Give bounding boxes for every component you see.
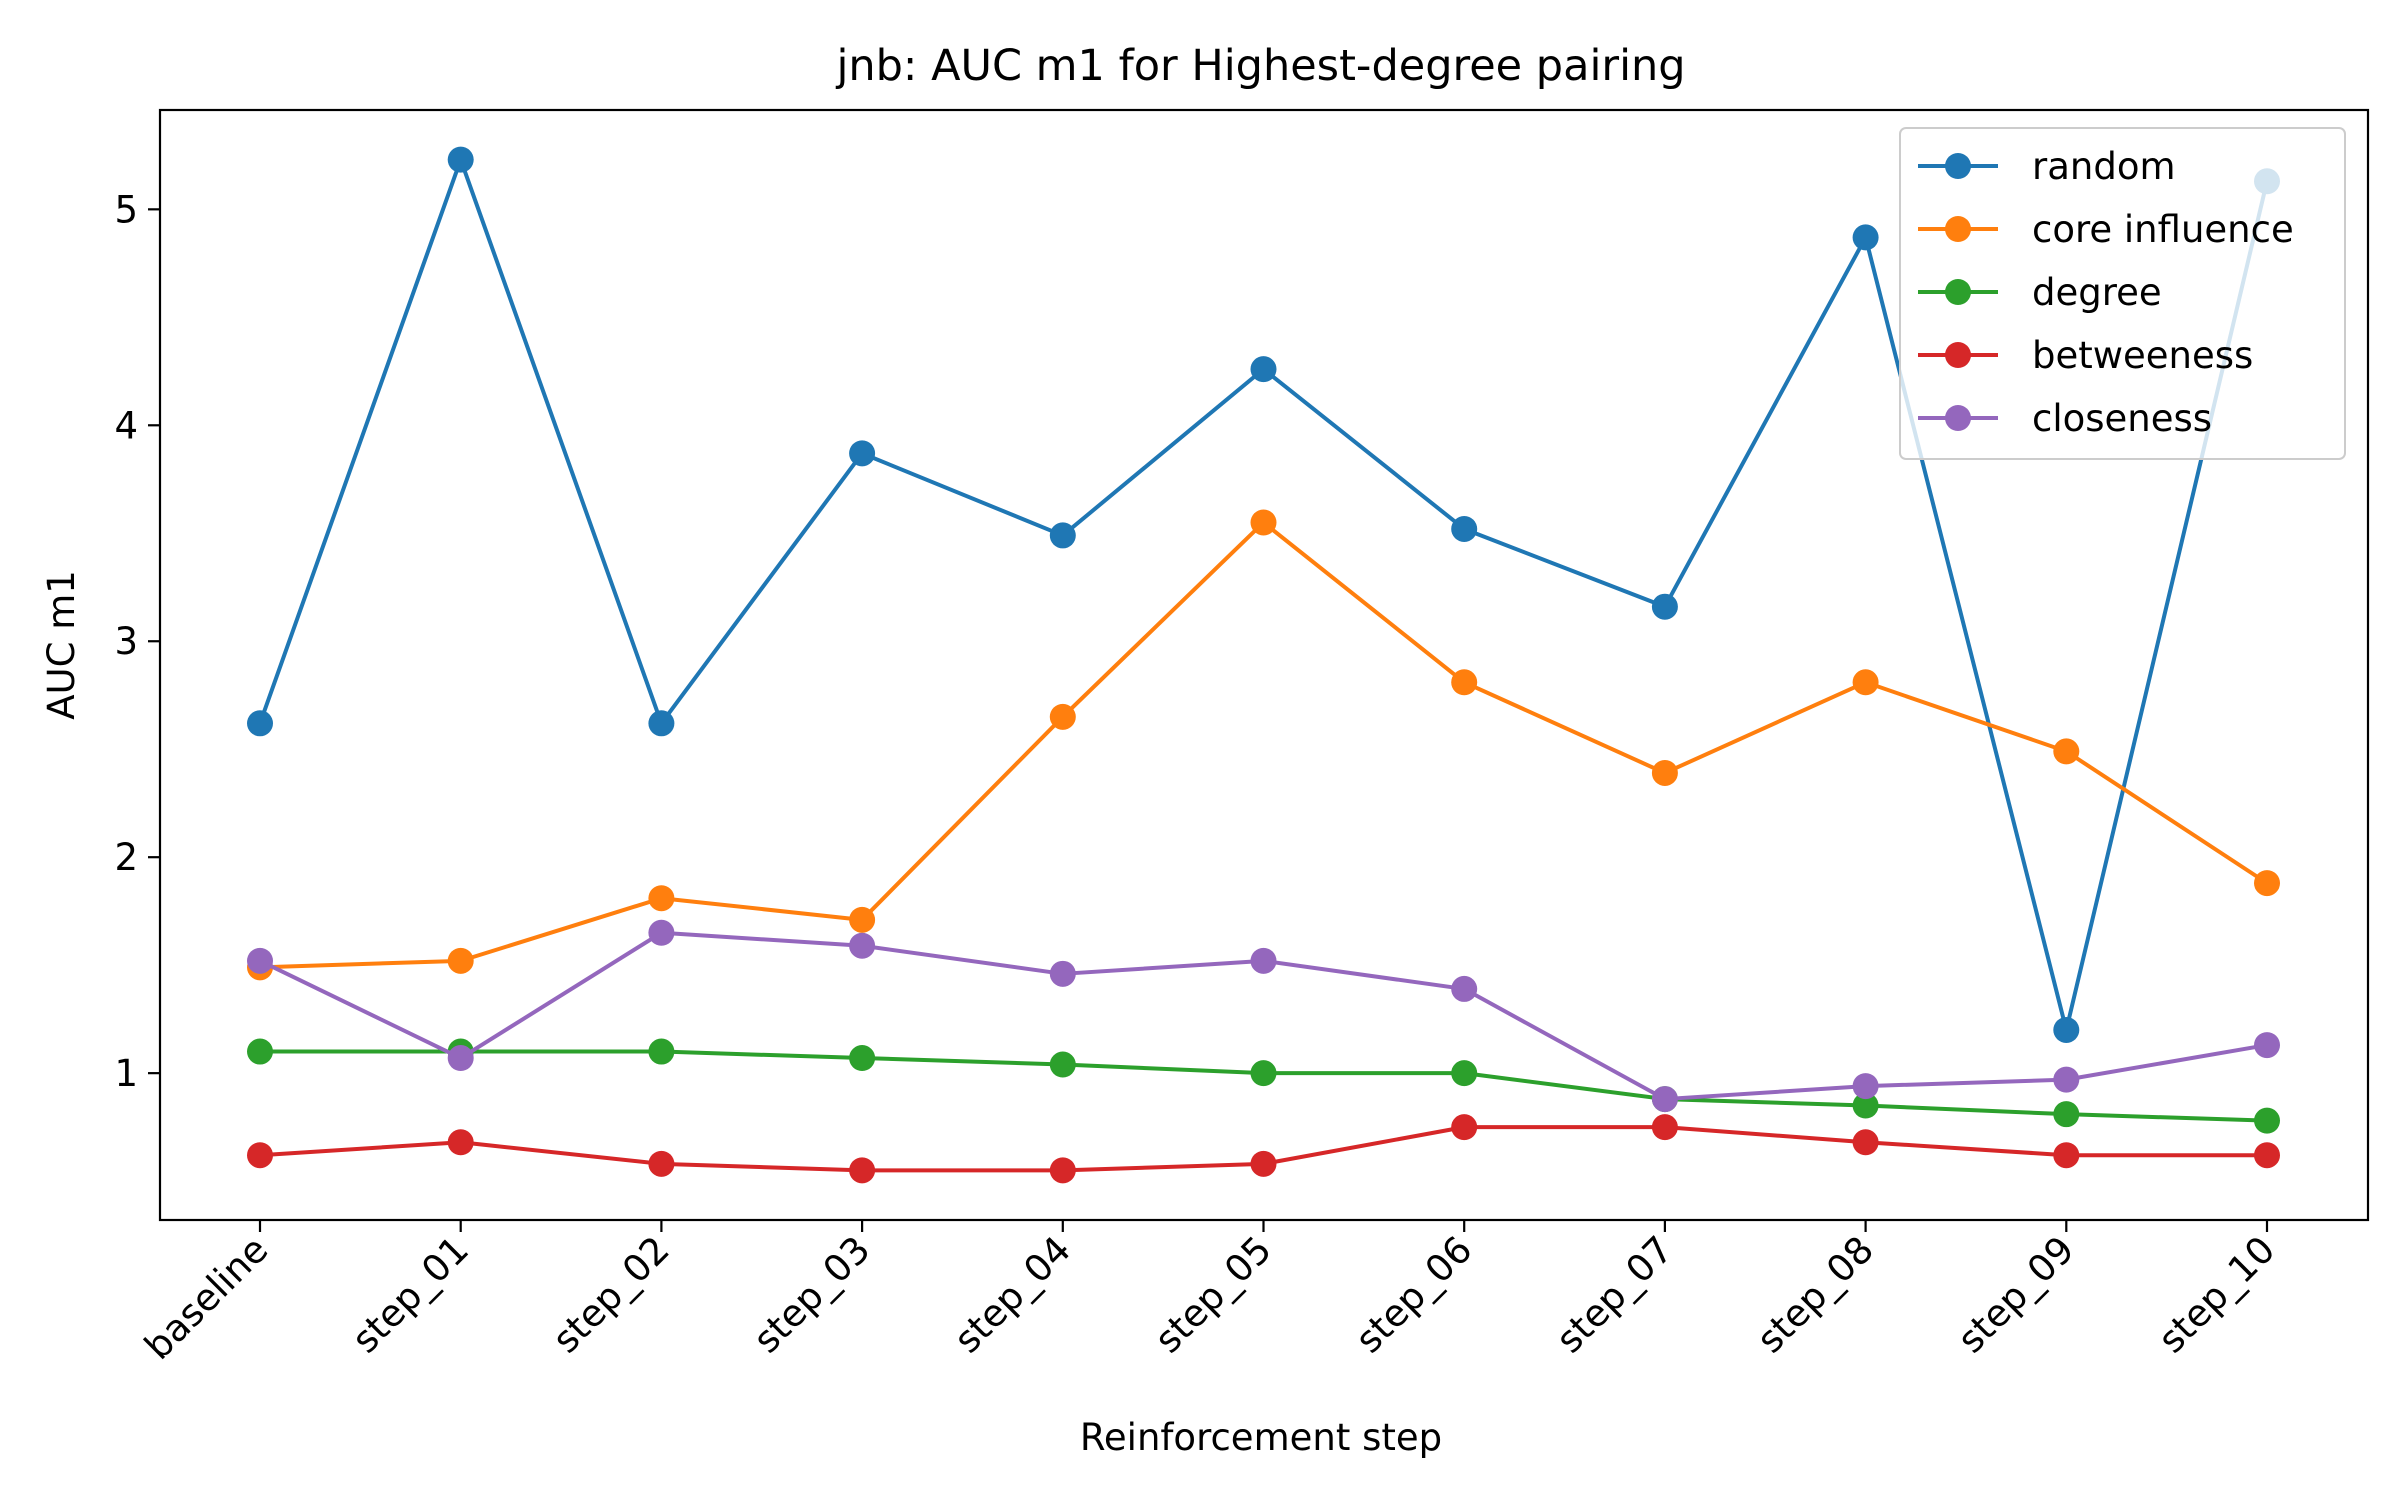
x-tick-label: step_03 (745, 1228, 878, 1361)
data-point-betweeness (1049, 1157, 1076, 1184)
data-point-betweeness (2254, 1142, 2280, 1169)
data-point-betweeness (648, 1150, 675, 1177)
x-tick-label: step_02 (544, 1228, 677, 1361)
data-point-closeness (648, 919, 675, 946)
x-axis-ticks: baseline step_01 step_02 step_03 step_04 step… (136, 1220, 2283, 1368)
y-axis-label: AUC m1 (40, 570, 83, 720)
data-point-degree (849, 1045, 876, 1072)
data-point-closeness (1451, 975, 1478, 1002)
data-point-degree (1049, 1051, 1076, 1078)
data-point-degree (2053, 1101, 2080, 1128)
series-core-influence (247, 509, 2280, 981)
legend-marker-random (1945, 153, 1971, 179)
data-point-closeness (2053, 1066, 2080, 1093)
data-point-betweeness (1852, 1129, 1879, 1156)
data-point-core-influence (1651, 759, 1678, 786)
y-tick-label: 3 (114, 620, 138, 663)
data-point-closeness (2254, 1032, 2280, 1059)
x-tick-label: step_08 (1749, 1228, 1882, 1361)
data-point-degree (648, 1038, 675, 1065)
x-tick-label: step_07 (1548, 1228, 1681, 1361)
data-point-betweeness (1451, 1114, 1478, 1141)
data-point-closeness (247, 947, 273, 974)
series-degree (247, 1038, 2280, 1134)
legend-marker-core-influence (1945, 216, 1971, 242)
y-tick-label: 2 (114, 836, 138, 879)
legend-label-betweeness: betweeness (2032, 334, 2253, 377)
legend-box (1899, 127, 2346, 460)
legend-marker-betweeness (1945, 342, 1971, 368)
data-point-random (447, 146, 474, 173)
x-tick-label: step_01 (344, 1228, 477, 1361)
data-point-random (1451, 515, 1478, 542)
data-point-core-influence (1049, 703, 1076, 730)
y-axis-ticks: 1 2 3 4 5 (114, 188, 160, 1095)
data-point-core-influence (447, 947, 474, 974)
data-point-degree (2254, 1107, 2280, 1134)
legend-marker-closeness (1945, 405, 1971, 431)
data-point-degree (1852, 1092, 1879, 1119)
y-tick-label: 5 (114, 188, 138, 231)
legend: random core influence degree betweeness clos… (1899, 127, 2346, 460)
data-point-degree (1250, 1060, 1277, 1087)
data-point-betweeness (447, 1129, 474, 1156)
series-closeness (247, 919, 2280, 1113)
data-point-closeness (447, 1045, 474, 1072)
x-tick-label: step_09 (1949, 1228, 2082, 1361)
data-point-degree (247, 1038, 273, 1065)
data-point-closeness (1651, 1086, 1678, 1113)
x-tick-label: step_06 (1347, 1228, 1480, 1361)
data-point-random (648, 710, 675, 737)
legend-marker-degree (1945, 279, 1971, 305)
series-betweeness (247, 1114, 2280, 1184)
data-point-random (1651, 593, 1678, 620)
plot-area (158, 108, 2370, 1222)
chart-title: jnb: AUC m1 for Highest-degree pairing (835, 41, 1685, 91)
x-tick-label: step_10 (2150, 1228, 2283, 1361)
data-point-betweeness (247, 1142, 273, 1169)
data-point-betweeness (2053, 1142, 2080, 1169)
data-point-random (1852, 224, 1879, 251)
data-point-betweeness (1651, 1114, 1678, 1141)
legend-label-random: random (2032, 145, 2176, 188)
data-point-core-influence (849, 906, 876, 933)
data-point-random (2053, 1016, 2080, 1043)
x-tick-label: step_05 (1146, 1228, 1279, 1361)
y-tick-label: 1 (114, 1052, 138, 1095)
data-point-betweeness (1250, 1150, 1277, 1177)
data-point-random (247, 710, 273, 737)
data-point-random (1049, 522, 1076, 549)
data-point-closeness (1049, 960, 1076, 987)
data-point-random (849, 440, 876, 467)
data-point-closeness (1852, 1073, 1879, 1100)
data-point-random (1250, 356, 1277, 383)
data-point-closeness (1250, 947, 1277, 974)
data-point-closeness (849, 932, 876, 959)
legend-label-degree: degree (2032, 271, 2162, 314)
data-point-core-influence (2254, 870, 2280, 897)
series-line-core-influence (259, 520, 2269, 970)
data-point-core-influence (1852, 669, 1879, 696)
data-point-core-influence (2053, 738, 2080, 765)
data-point-betweeness (849, 1157, 876, 1184)
series-random (247, 146, 2280, 1043)
data-point-core-influence (1250, 509, 1277, 536)
legend-label-closeness: closeness (2032, 397, 2212, 440)
data-point-core-influence (1451, 669, 1478, 696)
data-point-degree (1451, 1060, 1478, 1087)
data-point-core-influence (648, 885, 675, 912)
x-tick-label: baseline (136, 1228, 276, 1368)
y-tick-label: 4 (114, 404, 138, 447)
x-axis-label: Reinforcement step (1080, 1416, 1442, 1459)
x-tick-label: step_04 (946, 1228, 1079, 1361)
legend-label-core-influence: core influence (2032, 208, 2294, 251)
